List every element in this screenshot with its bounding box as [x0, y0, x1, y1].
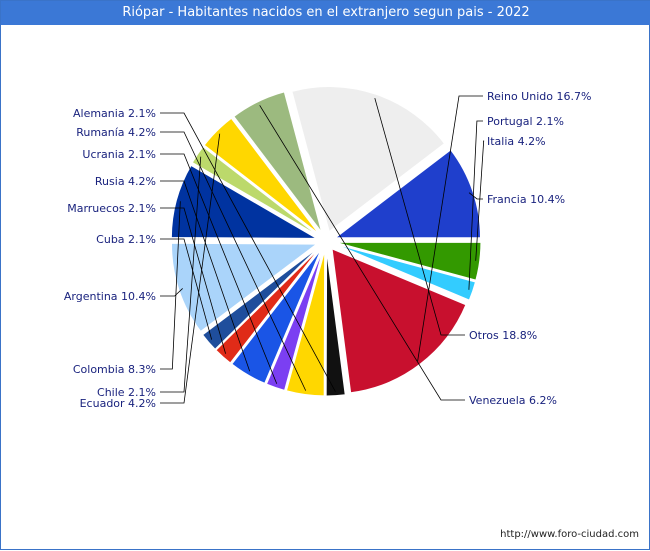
leader-line	[160, 156, 202, 393]
pie-chart: Francia 10.4% Otros 18.8% Venezuela 6.2% Ec…	[64, 86, 591, 410]
leader-line	[468, 120, 483, 290]
leader-line	[259, 105, 465, 401]
leader-line	[160, 180, 251, 372]
leader-line	[160, 201, 181, 370]
pie-slice-alemania	[325, 250, 346, 397]
credit-url: http://www.foro-ciudad.com	[500, 529, 639, 540]
pie-slice-francia	[333, 149, 481, 239]
pie-slice-rusia	[231, 249, 322, 384]
pie-slice-rumanía	[285, 250, 326, 397]
slice-label: Rusia 4.2%	[95, 175, 156, 188]
leader-line	[160, 207, 226, 354]
slice-label: Venezuela 6.2%	[469, 394, 557, 407]
leader-line	[160, 131, 307, 391]
slice-label: Marruecos 2.1%	[67, 202, 156, 215]
pie-slice-argentina	[171, 242, 318, 333]
slice-label: Portugal 2.1%	[487, 115, 564, 128]
leader-line	[417, 95, 483, 362]
pie-slice-italia	[335, 241, 482, 281]
pie-slice-venezuela	[233, 91, 323, 233]
pie-slice-chile	[191, 145, 319, 236]
chart-title: Riópar - Habitantes nacidos en el extran…	[1, 1, 650, 25]
pie-slice-ecuador	[203, 117, 320, 235]
slice-label: Italia 4.2%	[487, 135, 546, 148]
leader-line	[374, 98, 465, 336]
slice-label: Colombia 8.3%	[73, 363, 156, 376]
pie-slice-colombia	[170, 164, 319, 239]
leader-line	[160, 238, 213, 340]
slice-label: Otros 18.8%	[469, 329, 537, 342]
slice-label: Cuba 2.1%	[96, 233, 156, 246]
slice-label: Reino Unido 16.7%	[487, 90, 591, 103]
leader-line	[160, 288, 183, 297]
slice-label: Ecuador 4.2%	[80, 397, 156, 410]
slice-label: Argentina 10.4%	[64, 290, 156, 303]
slice-label: Francia 10.4%	[487, 193, 565, 206]
leader-line	[160, 112, 336, 392]
leader-line	[160, 133, 221, 404]
leader-line	[468, 192, 483, 200]
slice-label: Alemania 2.1%	[73, 107, 156, 120]
pie-slice-ucrania	[265, 250, 324, 391]
slice-label: Rumanía 4.2%	[76, 126, 156, 139]
pie-slice-marruecos	[215, 248, 320, 364]
pie-slice-reino-unido	[331, 248, 467, 394]
leader-line	[475, 140, 485, 261]
pie-slice-portugal	[335, 243, 477, 301]
leader-line	[160, 153, 278, 384]
slice-label: Ucrania 2.1%	[82, 148, 156, 161]
pie-slice-cuba	[201, 247, 319, 350]
pie-slice-otros	[291, 86, 446, 233]
slice-label: Chile 2.1%	[97, 386, 156, 399]
